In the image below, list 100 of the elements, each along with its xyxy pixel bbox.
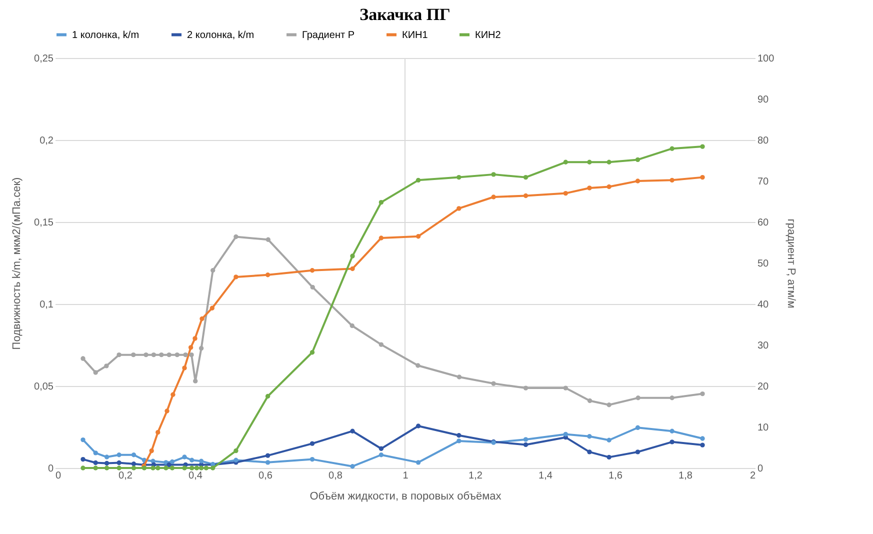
point [198, 458, 204, 464]
point [378, 236, 384, 240]
point [606, 184, 612, 190]
point [700, 391, 705, 396]
point [131, 466, 136, 470]
point [635, 425, 640, 430]
point [170, 392, 176, 397]
point [234, 458, 238, 462]
chart-title: Закачка ПГ [360, 5, 450, 24]
point [183, 352, 188, 358]
point [523, 442, 528, 448]
y-tick-label: 0,15 [34, 218, 54, 228]
x-tick-label: 0,6 [258, 470, 273, 482]
legend-label: КИН1 [402, 30, 428, 41]
point [378, 452, 384, 458]
point [234, 274, 238, 280]
x-tick-label: 1 [402, 470, 409, 482]
x-tick-label: 2 [750, 470, 756, 482]
point [151, 352, 156, 358]
point [265, 453, 270, 458]
point [456, 438, 462, 444]
y2-tick-label: 40 [758, 300, 770, 310]
point [606, 454, 612, 460]
point [80, 456, 86, 462]
point [149, 448, 154, 454]
point [606, 438, 612, 442]
point [193, 378, 198, 384]
x-tick-label: 0,2 [118, 470, 133, 482]
point [131, 352, 136, 358]
point [378, 446, 384, 451]
point [523, 193, 528, 198]
point [563, 386, 568, 390]
y2-tick-label: 0 [758, 464, 764, 474]
y-tick-label: 0,1 [40, 300, 54, 310]
point [670, 396, 674, 400]
point [80, 437, 86, 442]
point [182, 454, 187, 460]
point [310, 350, 315, 355]
point [93, 460, 98, 466]
point [523, 174, 528, 180]
legend-label: 2 колонка, k/m [187, 30, 254, 41]
point [188, 345, 194, 350]
point [190, 458, 194, 462]
point [350, 428, 355, 434]
point [166, 462, 172, 468]
point [174, 352, 180, 358]
point [700, 174, 705, 180]
point [210, 306, 214, 310]
point [416, 234, 421, 239]
y2-tick-label: 90 [758, 94, 770, 106]
point [456, 206, 462, 211]
point [104, 460, 110, 466]
point [104, 364, 109, 368]
x-tick-label: 1,4 [538, 470, 553, 482]
point [192, 336, 198, 341]
point [636, 396, 640, 400]
y2-axis-title: градиент Р, атм/м [785, 218, 798, 308]
point [491, 194, 496, 200]
point [80, 466, 86, 470]
point [164, 466, 168, 470]
point [310, 441, 315, 446]
point [606, 402, 612, 408]
point [700, 144, 705, 149]
y2-tick-label: 60 [758, 218, 770, 228]
point [587, 186, 592, 190]
point [198, 466, 204, 470]
point [310, 268, 315, 273]
point [563, 160, 568, 164]
point [116, 352, 122, 358]
legend-label: 1 колонка, k/m [72, 30, 140, 41]
point [164, 460, 168, 465]
y-tick-label: 0 [48, 464, 54, 474]
point [416, 363, 420, 368]
point [131, 462, 136, 466]
legend-label: Градиент Р [302, 30, 355, 41]
point [116, 460, 122, 466]
point [378, 342, 384, 347]
x-tick-label: 1,6 [608, 470, 623, 482]
x-tick-label: 1,8 [678, 470, 693, 482]
point [234, 448, 238, 454]
point [378, 200, 384, 205]
point [200, 316, 204, 322]
point [104, 454, 110, 460]
point [166, 352, 172, 358]
point [156, 430, 160, 435]
point [523, 437, 528, 442]
y2-tick-label: 30 [758, 340, 770, 352]
point [350, 254, 355, 258]
point [635, 157, 640, 162]
point [587, 450, 592, 454]
point [416, 178, 421, 183]
point [523, 386, 528, 390]
y2-tick-label: 20 [758, 382, 770, 392]
point [587, 434, 592, 439]
x-tick-label: 0 [56, 470, 62, 482]
point [670, 428, 674, 434]
y2-tick-label: 10 [758, 422, 770, 434]
point [670, 146, 674, 151]
point [204, 466, 209, 470]
point [456, 433, 462, 438]
